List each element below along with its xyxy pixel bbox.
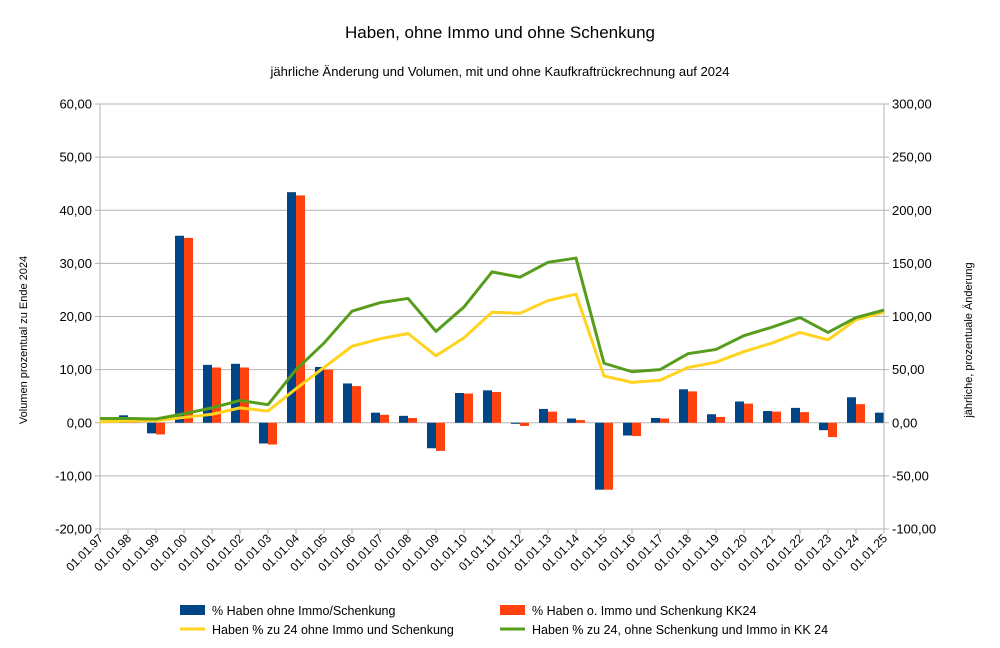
right-tick-label: 100,00 [892,309,932,324]
legend-label: Haben % zu 24, ohne Schenkung und Immo i… [532,623,828,637]
line-haben-zu-24 [99,292,885,424]
bar-haben-kk24 [716,416,725,423]
bar-haben [847,397,856,423]
left-tick-label: 60,00 [59,97,92,112]
bar-haben [287,192,296,423]
chart-subtitle: jährliche Änderung und Volumen, mit und … [270,64,730,79]
bar-haben-kk24 [548,411,557,423]
right-tick-label: 300,00 [892,97,932,112]
right-tick-label: 250,00 [892,150,932,165]
bar-haben [371,412,380,423]
bar-haben-kk24 [604,422,613,490]
bar-haben-kk24 [688,391,697,423]
bar-haben [567,418,576,423]
left-tick-label: 30,00 [59,256,92,271]
bar-haben [679,389,688,423]
bar-haben-kk24 [800,412,809,423]
left-tick-label: 50,00 [59,150,92,165]
bar-haben [763,411,772,423]
right-axis-label: jährliche, prozentuale Änderung [963,262,975,418]
bar-haben-kk24 [660,418,669,423]
bar-haben [175,235,184,423]
bar-haben [259,422,268,444]
bar-haben [539,408,548,423]
bar-haben-kk24 [744,403,753,423]
bar-haben-kk24 [772,411,781,423]
legend: % Haben ohne Immo/Schenkung % Haben o. Im… [180,604,828,637]
bar-haben [819,422,828,431]
bar-haben [875,412,884,423]
bar-haben-kk24 [576,420,585,423]
bar-haben [651,417,660,423]
bar-haben [735,401,744,423]
right-tick-label: -100,00 [892,522,936,537]
bar-haben-kk24 [520,422,529,426]
left-tick-label: 20,00 [59,309,92,324]
bar-haben [483,390,492,423]
bar-haben [623,422,632,436]
bar-haben-kk24 [240,367,249,423]
bar-haben [399,415,408,423]
bar-haben [315,366,324,423]
bar-haben-kk24 [268,422,277,445]
bar-haben-kk24 [632,422,641,437]
left-tick-label: 40,00 [59,203,92,218]
bar-haben-kk24 [856,404,865,423]
left-tick-label: 10,00 [59,362,92,377]
bar-haben [791,407,800,423]
bar-haben [595,422,604,490]
right-tick-label: 0,00 [892,415,917,430]
left-axis-label: Volumen prozentual zu Ende 2024 [18,256,30,424]
bar-series [119,192,884,490]
bar-haben-kk24 [380,414,389,423]
bar-haben-kk24 [156,422,165,435]
line-haben-zu-24-kk24 [100,256,885,421]
legend-swatch [180,605,205,615]
gridlines [100,103,884,530]
bar-haben [455,393,464,423]
left-tick-label: -10,00 [55,468,92,483]
left-tick-label: 0,00 [67,415,92,430]
legend-label: % Haben o. Immo und Schenkung KK24 [532,604,756,618]
bar-haben-kk24 [296,195,305,423]
line-series [99,256,885,424]
right-tick-label: 150,00 [892,256,932,271]
bar-haben-kk24 [352,386,361,423]
chart-title: Haben, ohne Immo und ohne Schenkung [345,23,655,42]
bar-haben-kk24 [464,393,473,423]
bar-haben [147,422,156,434]
bar-haben-kk24 [408,417,417,423]
bar-haben-kk24 [436,422,445,451]
bar-haben [343,383,352,423]
bar-haben-kk24 [828,422,837,438]
axes [95,103,889,534]
bar-haben-kk24 [324,369,333,423]
left-tick-label: -20,00 [55,522,92,537]
bar-haben [203,364,212,423]
bar-haben-kk24 [492,391,501,423]
bar-haben-kk24 [212,367,221,423]
bar-haben [511,422,520,424]
right-tick-label: -50,00 [892,468,929,483]
bar-haben [707,414,716,423]
legend-label: Haben % zu 24 ohne Immo und Schenkung [212,623,454,637]
legend-label: % Haben ohne Immo/Schenkung [212,604,395,618]
right-tick-label: 200,00 [892,203,932,218]
bar-haben [427,422,436,449]
legend-swatch [500,605,525,615]
bar-haben [231,363,240,423]
right-tick-label: 50,00 [892,362,925,377]
bar-haben-kk24 [184,237,193,423]
